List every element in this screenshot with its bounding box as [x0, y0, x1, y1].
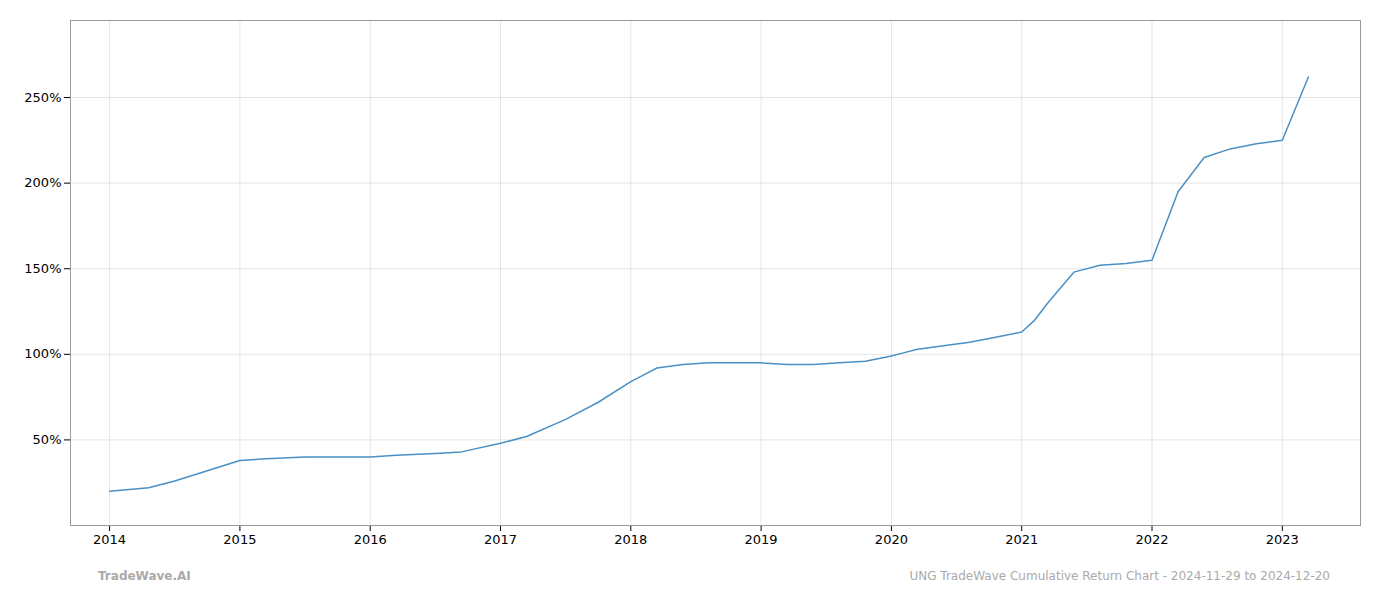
svg-text:2018: 2018 — [614, 532, 647, 547]
html-text:TradeWave.AI: TradeWave.AI — [98, 569, 191, 583]
svg-text:250%: 250% — [24, 90, 61, 105]
svg-text:2014: 2014 — [93, 532, 126, 547]
svg-text:50%: 50% — [33, 432, 62, 447]
svg-text:2021: 2021 — [1005, 532, 1038, 547]
html-text:UNG TradeWave Cumulative Retur: UNG TradeWave Cumulative Return Chart - … — [909, 569, 1330, 583]
svg-text:100%: 100% — [24, 346, 61, 361]
svg-text:2016: 2016 — [354, 532, 387, 547]
svg-text:2020: 2020 — [875, 532, 908, 547]
svg-text:2019: 2019 — [745, 532, 778, 547]
svg-text:2017: 2017 — [484, 532, 517, 547]
svg-text:150%: 150% — [24, 261, 61, 276]
svg-text:2022: 2022 — [1135, 532, 1168, 547]
svg-text:2023: 2023 — [1266, 532, 1299, 547]
svg-text:2015: 2015 — [223, 532, 256, 547]
svg-text:200%: 200% — [24, 175, 61, 190]
